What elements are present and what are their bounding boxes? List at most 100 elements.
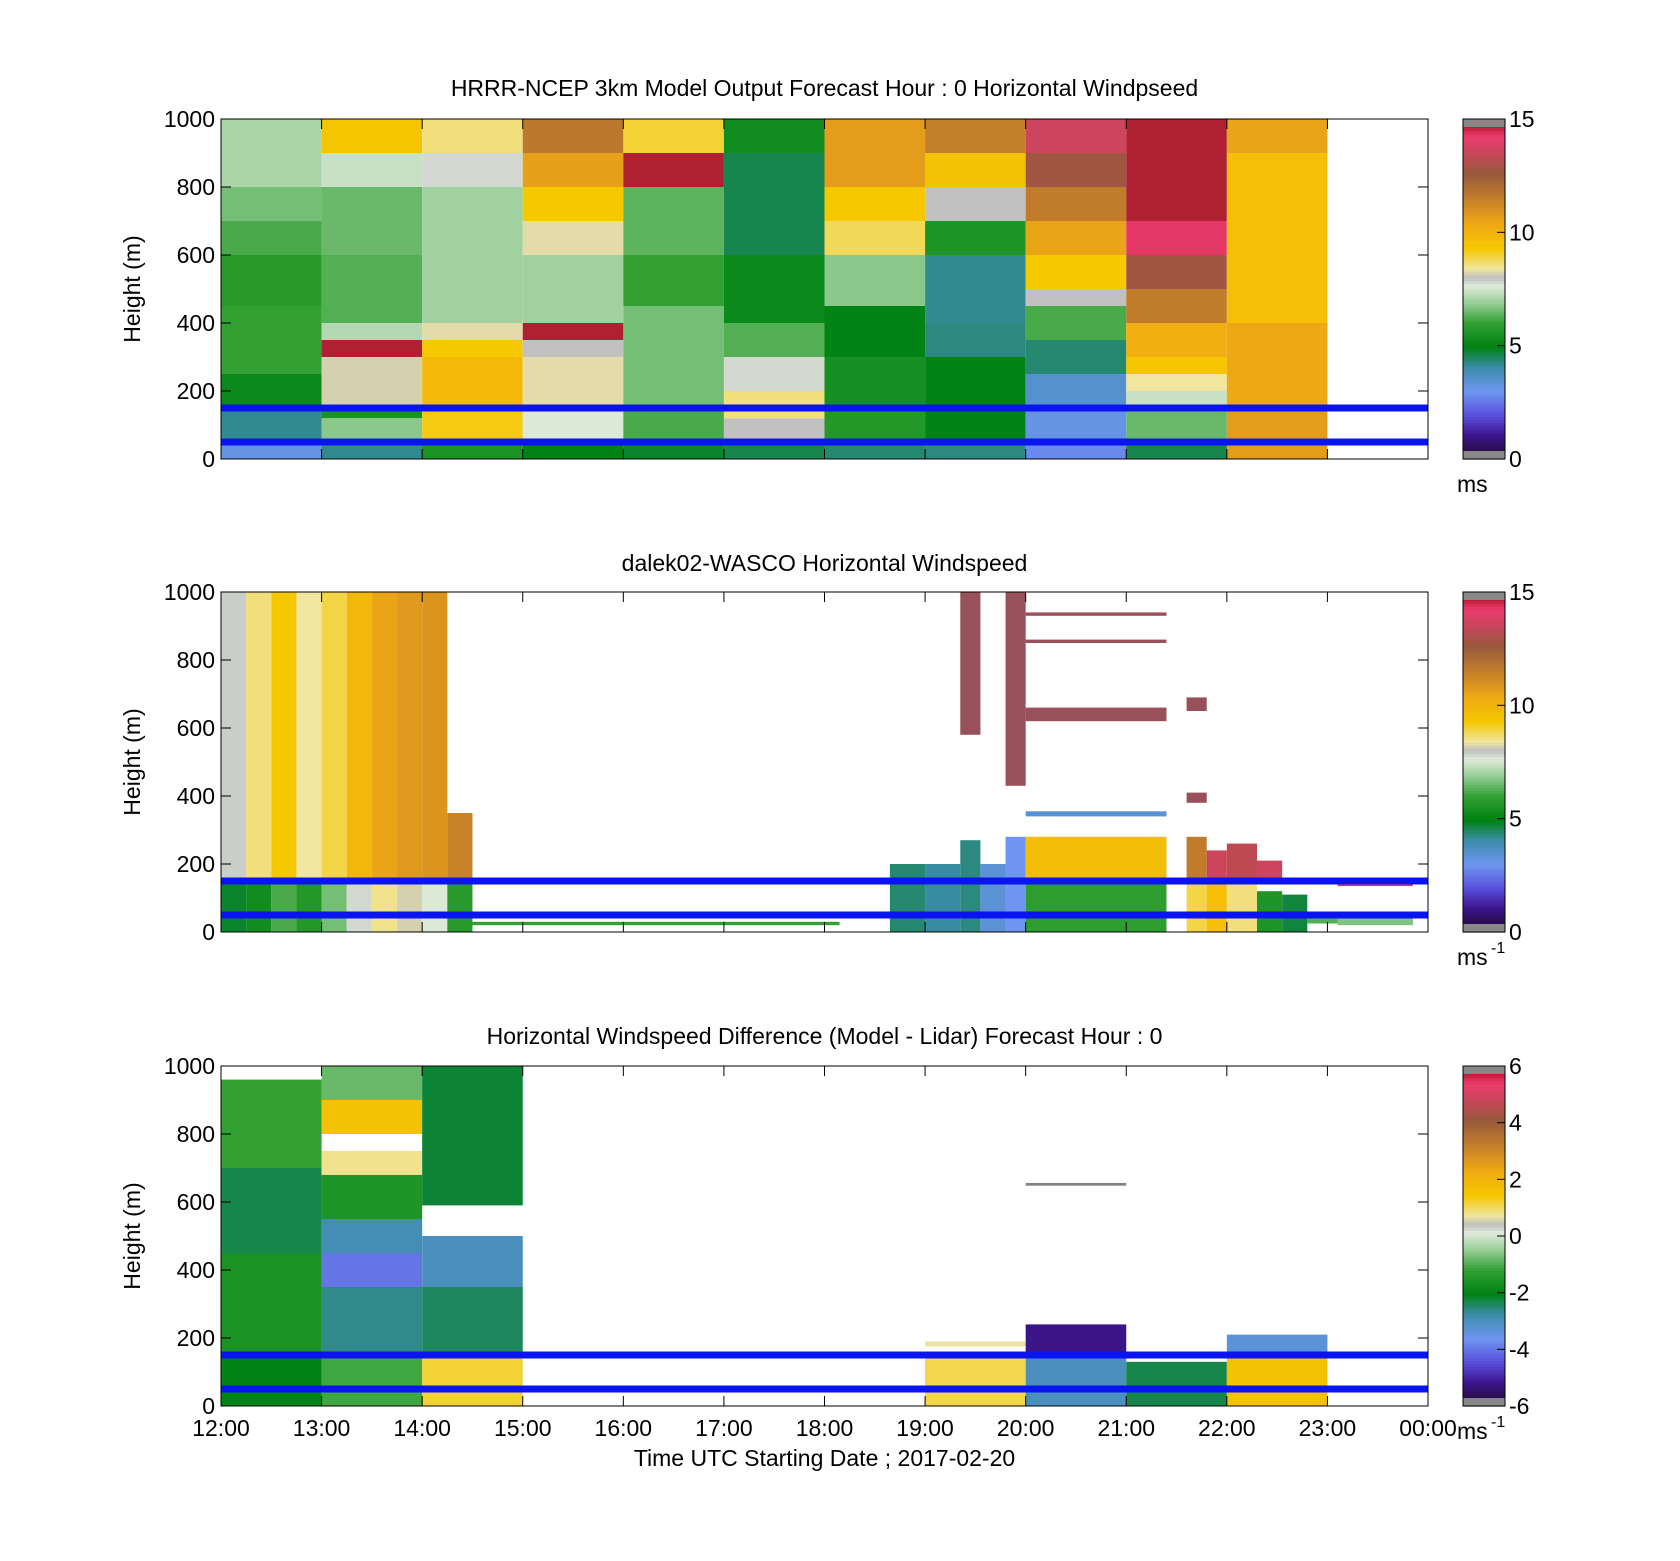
heatmap-cell (925, 221, 1026, 255)
colorbar-segment (1463, 1199, 1505, 1203)
colorbar-segment (1463, 1332, 1505, 1336)
colorbar-segment (1463, 323, 1505, 327)
colorbar-segment (1463, 379, 1505, 384)
heatmap-cell (1226, 1355, 1328, 1406)
colorbar-segment (1463, 1219, 1505, 1223)
colorbar-segment (1463, 218, 1505, 222)
colorbar-segment (1463, 306, 1505, 310)
colorbar-segment (1463, 725, 1505, 729)
colorbar-segment (1463, 705, 1505, 709)
colorbar-segment (1463, 342, 1505, 347)
colorbar-segment (1463, 753, 1505, 757)
colorbar-tick-label: 10 (1509, 219, 1535, 245)
colorbar-segment (1463, 668, 1505, 672)
colorbar-segment (1463, 277, 1505, 282)
colorbar-segment (1463, 1204, 1505, 1209)
colorbar-cap (1463, 592, 1505, 600)
colorbar-segment (1463, 889, 1505, 893)
heatmap-cell (723, 442, 825, 459)
colorbar-segment (1463, 419, 1505, 423)
heatmap-cell (321, 408, 423, 419)
colorbar-segment (1463, 813, 1505, 817)
colorbar-segment (1463, 1224, 1505, 1229)
colorbar-segment (1463, 1193, 1505, 1197)
colorbar-segment (1463, 439, 1505, 443)
colorbar-segment (1463, 796, 1505, 800)
heatmap-cell (1206, 881, 1227, 932)
heatmap-cell (1206, 850, 1227, 881)
heatmap-cell (1186, 836, 1207, 881)
heatmap-cell (723, 153, 825, 255)
colorbar-segment (1463, 852, 1505, 857)
colorbar-segment (1463, 1391, 1505, 1396)
heatmap-cell (1226, 881, 1258, 932)
colorbar-segment (1463, 158, 1505, 163)
heatmap-cell (824, 221, 926, 255)
colorbar-segment (1463, 1230, 1505, 1234)
colorbar-segment (1463, 204, 1505, 208)
colorbar-segment (1463, 1097, 1505, 1101)
colorbar-segment (1463, 260, 1505, 265)
colorbar-segment (1463, 280, 1505, 284)
colorbar-segment (1463, 906, 1505, 910)
heatmap-cell (1226, 323, 1328, 408)
colorbar-segment (1463, 226, 1505, 231)
colorbar-segment (1463, 747, 1505, 752)
colorbar-segment (1463, 317, 1505, 321)
colorbar-segment (1463, 881, 1505, 885)
colorbar-segment (1463, 294, 1505, 299)
colorbar-segment (1463, 674, 1505, 678)
colorbar-segment (1463, 1202, 1505, 1206)
heatmap-cell (422, 1355, 523, 1406)
heatmap-cell (522, 408, 624, 442)
heatmap-cell (271, 592, 297, 881)
heatmap-cell (1126, 221, 1227, 255)
colorbar-segment (1463, 866, 1505, 871)
heatmap-cell (925, 255, 1026, 323)
colorbar-segment (1463, 184, 1505, 188)
colorbar-segment (1463, 835, 1505, 840)
colorbar-segment (1463, 688, 1505, 692)
heatmap-cell (221, 881, 247, 932)
colorbar-segment (1463, 300, 1505, 304)
colorbar-tick-label: 2 (1509, 1166, 1522, 1192)
colorbar-segment (1463, 1394, 1505, 1399)
heatmap-cell (623, 357, 724, 408)
heatmap-cell (321, 1355, 423, 1406)
colorbar-segment (1463, 391, 1505, 395)
colorbar-segment (1463, 898, 1505, 902)
colorbar-segment (1463, 1346, 1505, 1350)
heatmap-cell (422, 357, 523, 408)
heatmap-cell (1186, 697, 1207, 711)
colorbar-segment (1463, 883, 1505, 888)
colorbar-segment (1463, 1111, 1505, 1115)
colorbar-segment (1463, 912, 1505, 916)
colorbar-segment (1463, 274, 1505, 279)
heatmap-cell (1025, 811, 1167, 817)
heatmap-cell (623, 442, 724, 459)
colorbar-segment (1463, 1100, 1505, 1104)
heatmap-cell (1025, 119, 1127, 153)
colorbar-segment (1463, 422, 1505, 426)
colorbar-segment (1463, 790, 1505, 794)
heatmap-cell (221, 187, 322, 221)
colorbar-segment (1463, 784, 1505, 789)
heatmap-cell (321, 1253, 423, 1287)
colorbar-segment (1463, 1241, 1505, 1246)
heatmap-cell (1025, 340, 1127, 374)
heatmap-cell (346, 881, 372, 932)
heatmap-cell (824, 357, 926, 408)
heatmap-cell (1226, 1334, 1328, 1355)
heatmap-cell (221, 408, 322, 442)
colorbar-segment (1463, 147, 1505, 151)
heatmap-cell (1025, 707, 1167, 722)
colorbar-segment (1463, 685, 1505, 689)
y-tick-label: 200 (177, 378, 215, 404)
colorbar-segment (1463, 1213, 1505, 1217)
colorbar-segment (1463, 716, 1505, 721)
colorbar-segment (1463, 1306, 1505, 1311)
colorbar-segment (1463, 1080, 1505, 1084)
colorbar-segment (1463, 167, 1505, 171)
colorbar-segment (1463, 195, 1505, 199)
